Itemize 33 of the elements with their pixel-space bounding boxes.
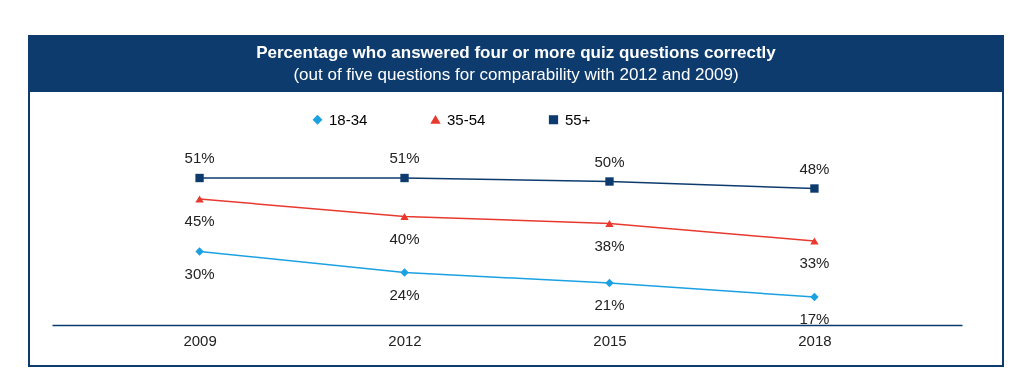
data-label: 51% [389, 149, 420, 166]
point [195, 247, 204, 256]
x-tick-label: 2012 [388, 331, 422, 349]
data-label: 24% [389, 285, 420, 303]
x-tick-label: 2018 [798, 331, 832, 349]
point [810, 292, 819, 302]
point [810, 184, 819, 193]
point [605, 278, 614, 288]
x-tick-label: 2015 [593, 331, 627, 349]
point [195, 173, 204, 183]
data-label: 21% [594, 296, 625, 313]
chart-subtitle: (out of five questions for comparability with 2012 and 2009) [292, 64, 740, 86]
point [605, 219, 614, 228]
legend-label: 55+ [565, 110, 591, 128]
data-label: 48% [799, 159, 830, 177]
data-label: 45% [184, 212, 215, 229]
point [400, 212, 409, 221]
point [400, 173, 409, 183]
legend-label: 18-34 [329, 110, 368, 128]
point [605, 177, 614, 186]
data-label: 40% [389, 229, 420, 247]
legend-label: 35-54 [447, 110, 486, 128]
point [810, 237, 819, 245]
data-label: 51% [184, 149, 215, 166]
chart-title: Percentage who answered four or more quiz questions correctly [255, 42, 777, 64]
point [400, 268, 409, 277]
data-label: 33% [799, 254, 830, 271]
x-tick-label: 2009 [183, 331, 217, 349]
data-label: 38% [594, 236, 625, 254]
data-label: 17% [799, 310, 830, 327]
point [195, 195, 204, 203]
data-label: 30% [184, 264, 215, 282]
data-label: 50% [594, 152, 625, 170]
